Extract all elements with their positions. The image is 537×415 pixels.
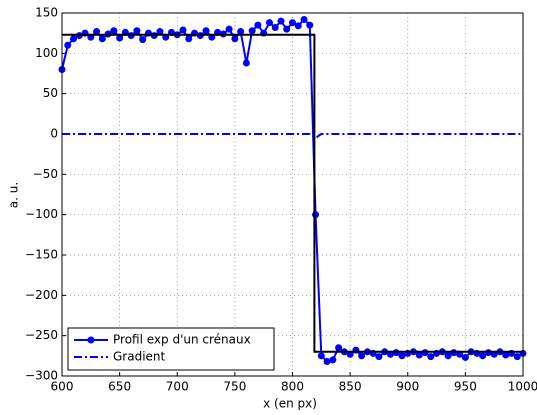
x-tick-label: 750 <box>223 380 246 394</box>
data-point <box>427 353 435 361</box>
data-point <box>398 352 406 360</box>
data-point <box>231 35 239 43</box>
data-point <box>283 25 291 33</box>
legend-label: Gradient <box>113 350 166 364</box>
data-point <box>479 352 487 360</box>
data-point <box>70 35 78 43</box>
x-tick-label: 650 <box>108 380 131 394</box>
data-point <box>179 26 187 34</box>
x-tick-label: 850 <box>339 380 362 394</box>
data-point <box>277 17 285 25</box>
data-point <box>156 28 164 36</box>
x-tick-label: 700 <box>166 380 189 394</box>
legend-marker <box>87 336 95 344</box>
series-line <box>62 133 523 140</box>
plot-frame <box>61 12 524 377</box>
data-point <box>415 351 423 359</box>
data-point <box>289 19 296 27</box>
y-tick-label: −300 <box>25 369 58 383</box>
data-point <box>225 25 233 33</box>
data-point <box>93 28 101 36</box>
legend-box <box>67 327 275 371</box>
data-point <box>502 351 510 359</box>
data-point <box>133 27 141 35</box>
y-tick-label: −100 <box>25 207 58 221</box>
data-point <box>329 356 337 364</box>
data-point <box>254 21 262 29</box>
data-point <box>513 353 521 361</box>
y-axis-label: a. u. <box>7 182 21 208</box>
data-point <box>306 21 314 29</box>
x-tick-label: 800 <box>281 380 304 394</box>
y-tick-label: 50 <box>43 86 58 100</box>
series-line <box>62 33 523 353</box>
data-point <box>202 27 210 35</box>
data-point <box>300 15 308 23</box>
data-point <box>461 353 469 361</box>
data-point <box>312 211 320 219</box>
data-point <box>139 36 147 44</box>
data-point <box>242 59 250 67</box>
data-point <box>271 24 279 32</box>
data-point <box>265 19 273 27</box>
y-tick-label: 150 <box>35 6 58 20</box>
data-point <box>110 27 118 35</box>
y-tick-label: 100 <box>35 46 58 60</box>
data-point <box>98 35 106 43</box>
data-point <box>116 34 124 42</box>
x-tick-label: 900 <box>396 380 419 394</box>
data-point <box>317 352 325 360</box>
data-point <box>185 35 193 43</box>
data-point <box>444 352 452 360</box>
data-point <box>64 41 72 49</box>
x-tick-label: 600 <box>51 380 74 394</box>
data-point <box>294 22 302 30</box>
x-axis-label: x (en px) <box>263 397 317 411</box>
x-tick-label: 950 <box>454 380 477 394</box>
data-point <box>323 357 331 365</box>
data-point <box>375 353 383 361</box>
data-point <box>237 28 245 36</box>
y-tick-label: −200 <box>25 288 58 302</box>
y-tick-label: 0 <box>50 127 58 141</box>
data-point <box>358 352 366 360</box>
legend-label: Profil exp d'un crénaux <box>113 333 251 347</box>
y-tick-label: −50 <box>33 167 58 181</box>
data-point <box>248 27 256 35</box>
y-tick-label: −250 <box>25 328 58 342</box>
x-tick-label: 1000 <box>508 380 537 394</box>
data-point <box>335 344 343 352</box>
y-tick-label: −150 <box>25 248 58 262</box>
